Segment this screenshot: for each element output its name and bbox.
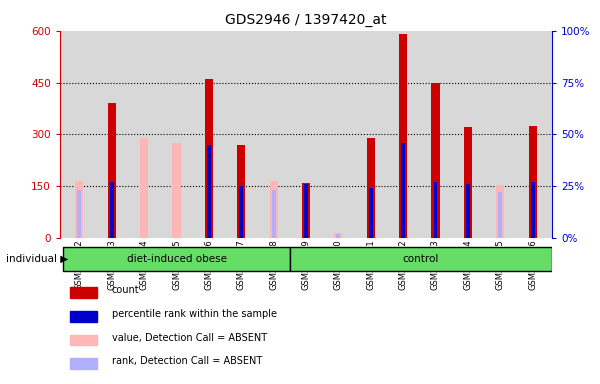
Bar bbox=[63, 247, 290, 271]
Bar bbox=[464, 127, 472, 238]
Bar bbox=[530, 182, 535, 238]
Bar bbox=[207, 145, 211, 238]
Bar bbox=[70, 287, 97, 298]
Bar bbox=[302, 183, 310, 238]
Bar bbox=[434, 182, 437, 238]
Text: rank, Detection Call = ABSENT: rank, Detection Call = ABSENT bbox=[112, 356, 262, 366]
Bar bbox=[431, 83, 440, 238]
Bar bbox=[369, 188, 373, 238]
Bar bbox=[337, 234, 340, 238]
Bar bbox=[399, 34, 407, 238]
Bar bbox=[76, 181, 83, 238]
Text: control: control bbox=[403, 254, 439, 264]
Bar bbox=[205, 79, 213, 238]
Bar bbox=[70, 334, 97, 345]
Text: count: count bbox=[112, 285, 139, 295]
Bar bbox=[272, 190, 275, 238]
Bar bbox=[529, 126, 536, 238]
Bar bbox=[304, 184, 308, 238]
Bar bbox=[110, 182, 114, 238]
Bar bbox=[108, 103, 116, 238]
Text: individual ▶: individual ▶ bbox=[6, 254, 68, 264]
Bar bbox=[237, 145, 245, 238]
Bar bbox=[290, 247, 552, 271]
Bar bbox=[77, 190, 82, 238]
Bar bbox=[269, 181, 278, 238]
Bar bbox=[140, 138, 148, 238]
Text: value, Detection Call = ABSENT: value, Detection Call = ABSENT bbox=[112, 333, 267, 343]
Bar bbox=[334, 233, 343, 238]
Bar bbox=[172, 143, 181, 238]
Bar bbox=[466, 184, 470, 238]
Text: diet-induced obese: diet-induced obese bbox=[127, 254, 227, 264]
Bar bbox=[367, 138, 375, 238]
Bar bbox=[401, 143, 405, 238]
Bar bbox=[498, 192, 502, 238]
Text: percentile rank within the sample: percentile rank within the sample bbox=[112, 309, 277, 319]
Bar bbox=[70, 311, 97, 322]
Bar bbox=[70, 358, 97, 369]
Bar bbox=[496, 184, 504, 238]
Bar bbox=[239, 186, 243, 238]
Title: GDS2946 / 1397420_at: GDS2946 / 1397420_at bbox=[225, 13, 387, 27]
